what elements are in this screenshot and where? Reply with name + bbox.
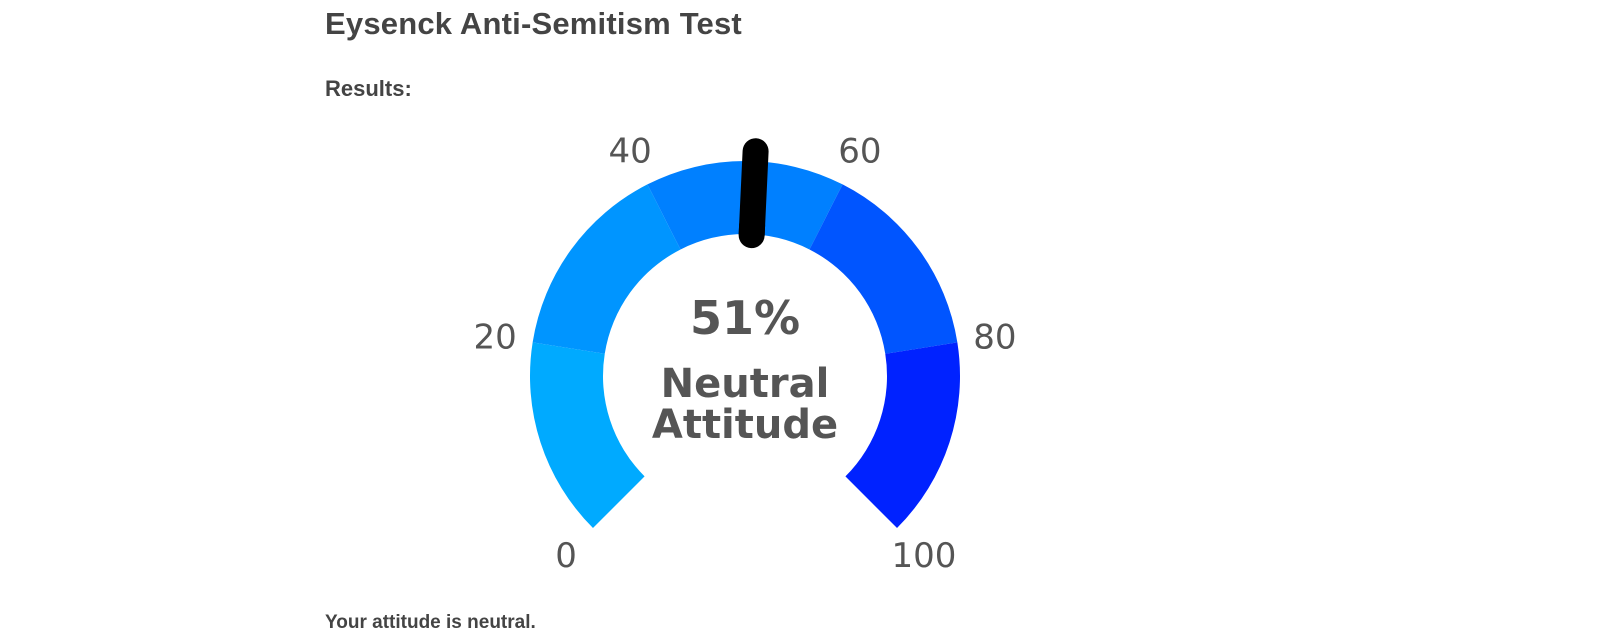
gauge-segment-80-100: [845, 342, 961, 529]
gauge-needle-base: [738, 223, 766, 236]
gauge-tick-label-20: 20: [473, 317, 516, 357]
gauge-segments: [530, 161, 961, 529]
gauge-tick-label-40: 40: [609, 132, 652, 172]
gauge-tick-labels: 0 20 40 60 80 100: [473, 132, 1016, 576]
gauge-label-line1: Neutral: [661, 361, 830, 407]
gauge-tick-label-100: 100: [891, 536, 956, 576]
result-summary: Your attitude is neutral.: [325, 612, 536, 633]
gauge-needle: [738, 138, 769, 249]
gauge-segment-0-20: [530, 342, 645, 529]
results-label: Results:: [325, 76, 412, 101]
gauge-value-text: 51%: [690, 291, 800, 345]
gauge-tick-label-60: 60: [838, 132, 881, 172]
gauge-tick-label-80: 80: [973, 317, 1016, 357]
page-title: Eysenck Anti-Semitism Test: [325, 6, 742, 41]
gauge-segment-20-40: [532, 184, 681, 354]
gauge-tick-label-0: 0: [555, 536, 577, 576]
gauge-needle-line: [738, 138, 769, 249]
gauge-segment-40-60: [647, 161, 843, 250]
gauge-label-line2: Attitude: [652, 402, 838, 448]
gauge-segment-60-80: [809, 184, 958, 354]
